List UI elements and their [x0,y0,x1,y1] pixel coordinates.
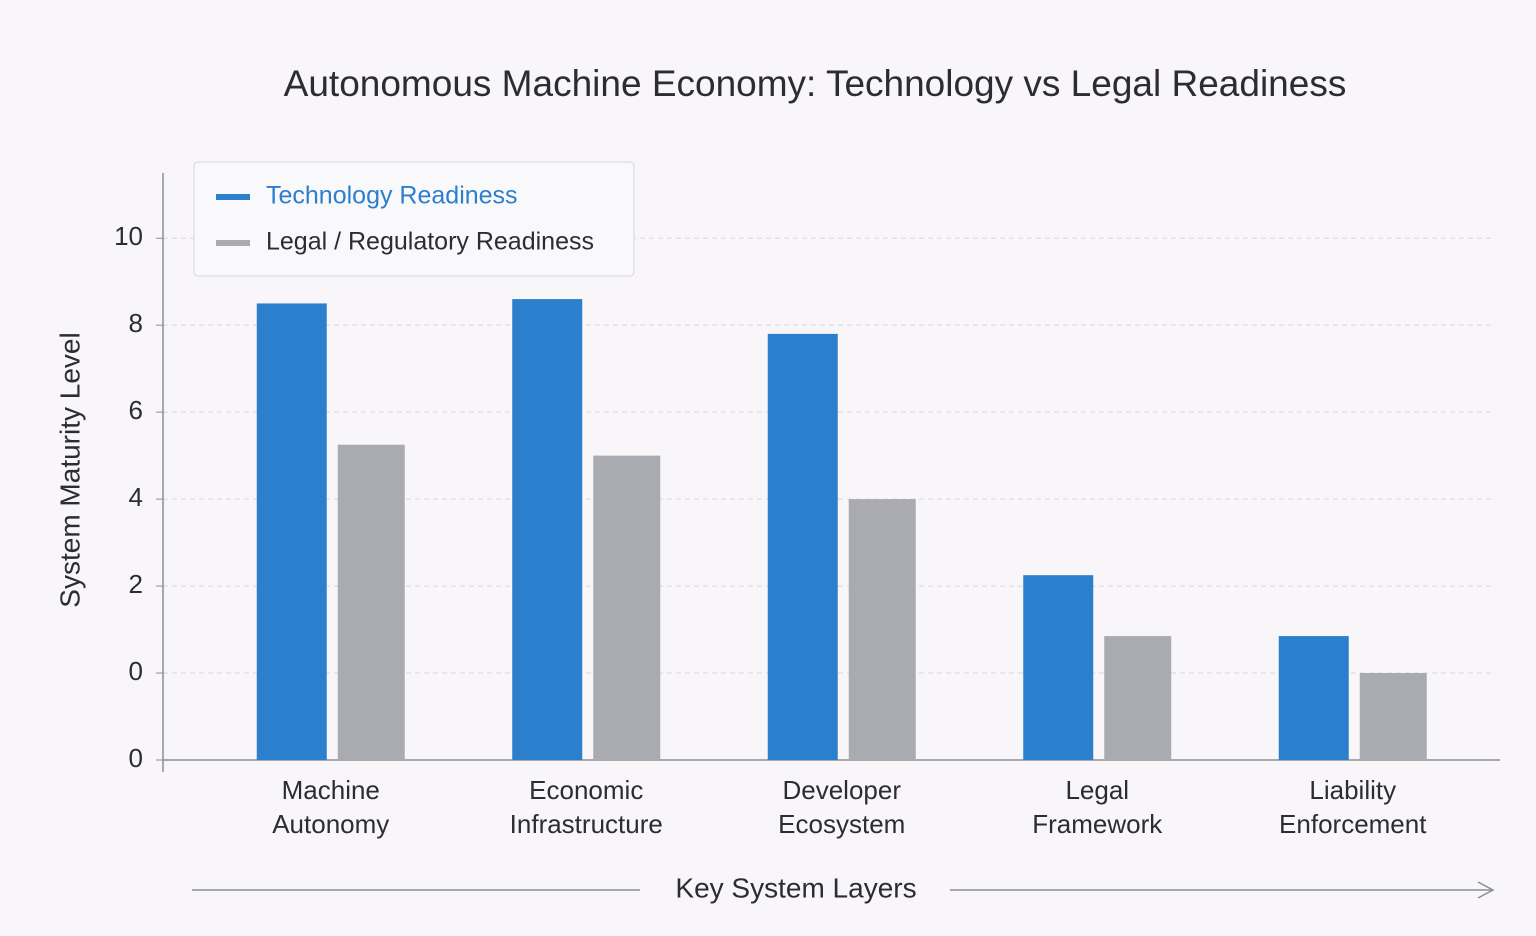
x-tick-label: Enforcement [1279,809,1427,839]
y-tick-label: 8 [129,308,143,338]
bar [256,303,327,760]
bar [1359,673,1427,760]
x-axis-title: Key System Layers [675,872,916,903]
y-tick-label: 0 [129,743,143,773]
bar [767,333,838,760]
bar [593,455,661,760]
legend-box [193,161,635,277]
x-tick-label: Ecosystem [778,809,905,839]
y-axis-title: System Maturity Level [54,332,85,607]
x-tick-label: Economic [529,775,643,805]
y-tick-label: 6 [129,395,143,425]
x-tick-label: Autonomy [272,809,389,839]
y-tick-label: 4 [129,482,143,512]
legend-label: Legal / Regulatory Readiness [266,228,594,256]
bar [848,499,916,760]
chart-title: Autonomous Machine Economy: Technology v… [284,63,1347,104]
x-tick-label: Liability [1309,775,1396,805]
x-tick-label: Machine [282,775,380,805]
y-tick-label: 0 [129,656,143,686]
bar [1023,575,1094,760]
x-tick-label: Infrastructure [510,809,663,839]
x-tick-label: Developer [782,775,901,805]
bar [1104,636,1172,760]
bar [1278,636,1349,760]
bar [337,444,405,760]
y-tick-label: 2 [129,569,143,599]
y-tick-label: 10 [114,221,143,251]
bar [512,299,583,760]
legend-label: Technology Readiness [266,182,518,210]
x-arrow-head [1477,881,1495,899]
x-tick-label: Framework [1032,809,1163,839]
x-tick-label: Legal [1065,775,1129,805]
